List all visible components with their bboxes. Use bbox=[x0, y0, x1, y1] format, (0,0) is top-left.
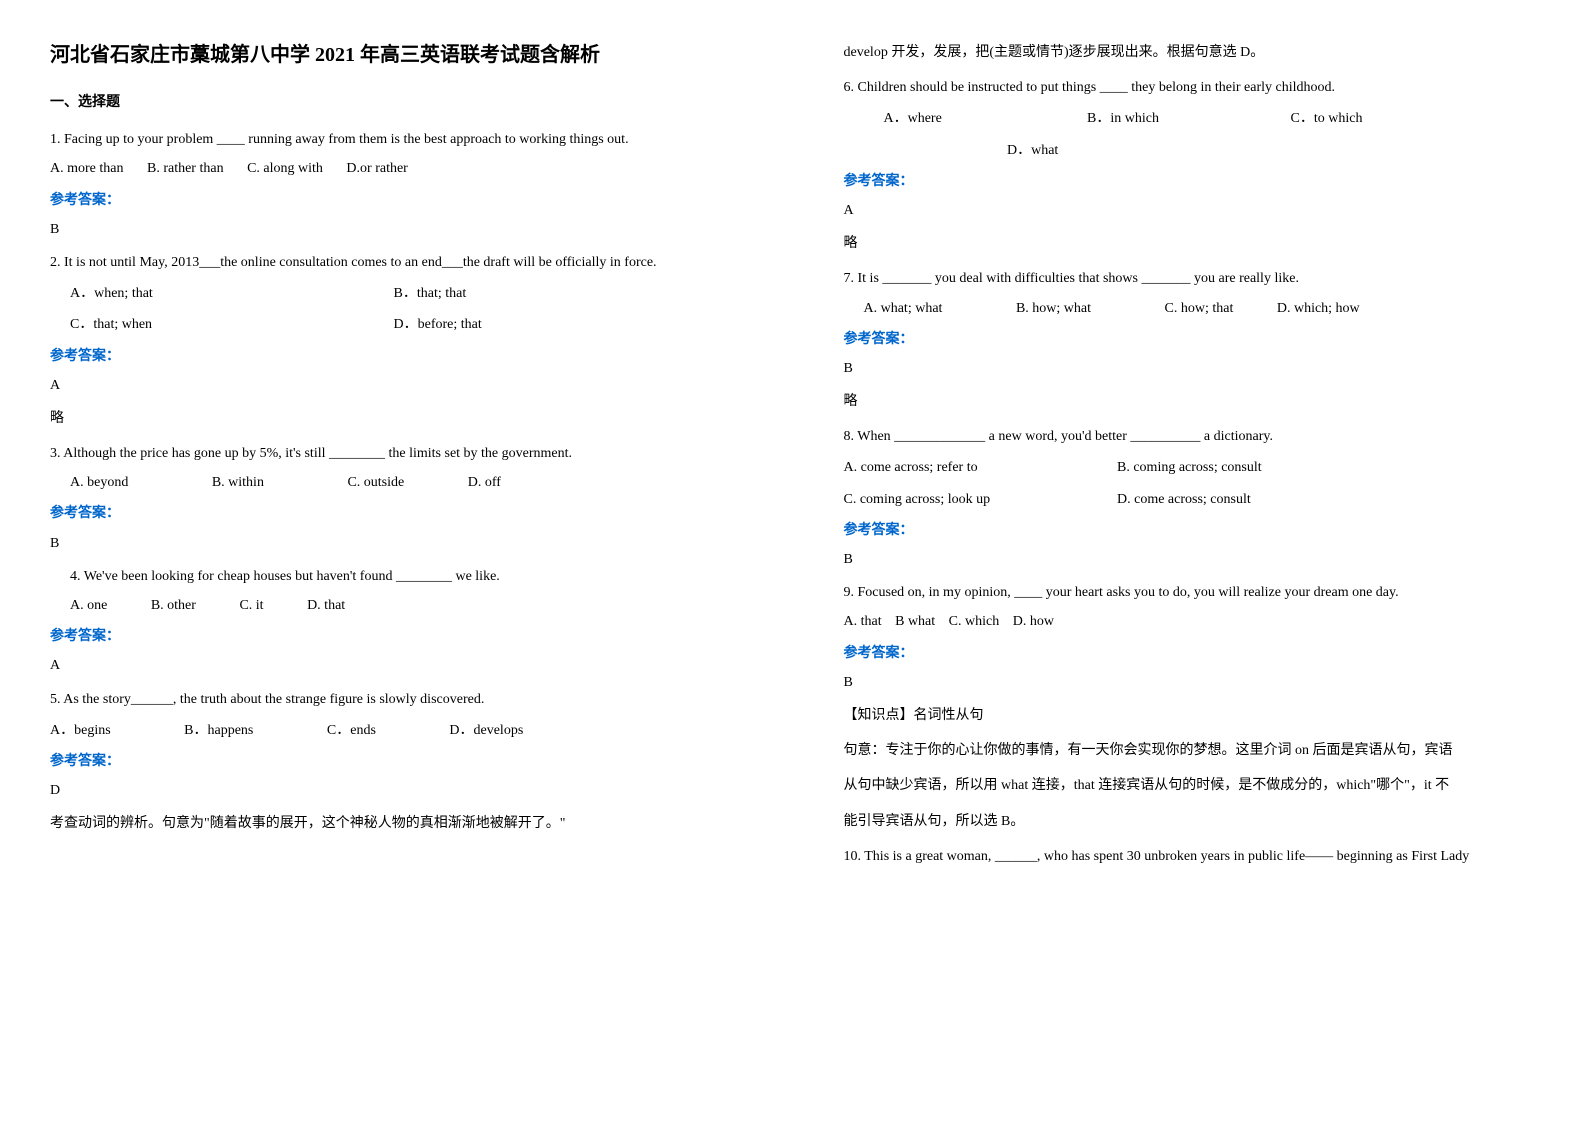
question-4: 4. We've been looking for cheap houses b… bbox=[50, 564, 744, 679]
q7-note: 略 bbox=[844, 389, 1538, 414]
q4-text: 4. We've been looking for cheap houses b… bbox=[50, 564, 744, 589]
question-8: 8. When _____________ a new word, you'd … bbox=[844, 424, 1538, 572]
q5-answer-label: 参考答案： bbox=[50, 749, 744, 774]
q8-opt-b: B. coming across; consult bbox=[1117, 455, 1262, 480]
q8-opt-d: D. come across; consult bbox=[1117, 487, 1251, 512]
q6-options-row2: D．what bbox=[844, 138, 1538, 163]
q3-opt-d: D. off bbox=[468, 470, 501, 495]
q6-opt-b: B．in which bbox=[1087, 106, 1267, 131]
q2-options-row1: A．when; that B．that; that bbox=[50, 281, 744, 306]
question-6: 6. Children should be instructed to put … bbox=[844, 75, 1538, 256]
q8-answer: B bbox=[844, 547, 1538, 572]
q9-explain1: 句意：专注于你的心让你做的事情，有一天你会实现你的梦想。这里介词 on 后面是宾… bbox=[844, 738, 1538, 763]
question-10: 10. This is a great woman, ______, who h… bbox=[844, 844, 1538, 869]
q7-text: 7. It is _______ you deal with difficult… bbox=[844, 266, 1538, 291]
q4-opt-b: B. other bbox=[151, 593, 196, 618]
q1-opt-d: D.or rather bbox=[346, 156, 407, 181]
q4-opt-d: D. that bbox=[307, 593, 345, 618]
section-heading: 一、选择题 bbox=[50, 90, 744, 115]
q6-text: 6. Children should be instructed to put … bbox=[844, 75, 1538, 100]
q7-answer: B bbox=[844, 356, 1538, 381]
q8-text: 8. When _____________ a new word, you'd … bbox=[844, 424, 1538, 449]
q7-opt-a: A. what; what bbox=[864, 296, 943, 321]
q3-answer: B bbox=[50, 531, 744, 556]
q9-text: 9. Focused on, in my opinion, ____ your … bbox=[844, 580, 1538, 605]
q1-opt-b: B. rather than bbox=[147, 156, 224, 181]
q7-opt-b: B. how; what bbox=[1016, 296, 1091, 321]
q1-opt-c: C. along with bbox=[247, 156, 323, 181]
q6-opt-d: D．what bbox=[1007, 138, 1058, 163]
q2-answer: A bbox=[50, 373, 744, 398]
q2-text: 2. It is not until May, 2013___the onlin… bbox=[50, 250, 744, 275]
q9-answer: B bbox=[844, 670, 1538, 695]
q1-answer-label: 参考答案： bbox=[50, 188, 744, 213]
question-3: 3. Although the price has gone up by 5%,… bbox=[50, 441, 744, 556]
q9-explain3: 能引导宾语从句，所以选 B。 bbox=[844, 809, 1538, 834]
q9-opt-d: D. how bbox=[1013, 609, 1054, 634]
q6-options: A．where B．in which C．to which bbox=[844, 106, 1538, 131]
q9-options: A. that B what C. which D. how bbox=[844, 609, 1538, 634]
q3-opt-b: B. within bbox=[212, 470, 264, 495]
q10-text: 10. This is a great woman, ______, who h… bbox=[844, 844, 1538, 869]
q7-opt-c: C. how; that bbox=[1165, 296, 1234, 321]
question-5: 5. As the story______, the truth about t… bbox=[50, 687, 744, 837]
q5-answer: D bbox=[50, 778, 744, 803]
q5-opt-c: C．ends bbox=[327, 718, 376, 743]
q6-answer: A bbox=[844, 198, 1538, 223]
q7-opt-d: D. which; how bbox=[1277, 296, 1360, 321]
q4-answer-label: 参考答案： bbox=[50, 624, 744, 649]
q9-knowledge: 【知识点】名词性从句 bbox=[844, 703, 1538, 728]
q1-text: 1. Facing up to your problem ____ runnin… bbox=[50, 127, 744, 152]
q3-opt-a: A. beyond bbox=[70, 470, 128, 495]
q2-opt-b: B．that; that bbox=[394, 281, 467, 306]
q2-opt-a: A．when; that bbox=[70, 281, 370, 306]
q6-note: 略 bbox=[844, 231, 1538, 256]
question-7: 7. It is _______ you deal with difficult… bbox=[844, 266, 1538, 414]
q5-text: 5. As the story______, the truth about t… bbox=[50, 687, 744, 712]
page-title: 河北省石家庄市藁城第八中学 2021 年高三英语联考试题含解析 bbox=[50, 40, 744, 70]
q9-opt-a: A. that bbox=[844, 609, 882, 634]
q9-opt-c: C. which bbox=[949, 609, 1000, 634]
q5-opt-b: B．happens bbox=[184, 718, 253, 743]
q1-opt-a: A. more than bbox=[50, 156, 123, 181]
q3-opt-c: C. outside bbox=[347, 470, 404, 495]
q6-opt-c: C．to which bbox=[1291, 106, 1363, 131]
q7-answer-label: 参考答案： bbox=[844, 327, 1538, 352]
q7-options: A. what; what B. how; what C. how; that … bbox=[844, 296, 1538, 321]
q2-note: 略 bbox=[50, 406, 744, 431]
q3-answer-label: 参考答案： bbox=[50, 501, 744, 526]
q5-opt-d: D．develops bbox=[449, 718, 523, 743]
q5-explain: 考查动词的辨析。句意为"随着故事的展开，这个神秘人物的真相渐渐地被解开了。" bbox=[50, 811, 744, 836]
right-top-continuation: develop 开发，发展，把(主题或情节)逐步展现出来。根据句意选 D。 bbox=[844, 40, 1538, 65]
q4-options: A. one B. other C. it D. that bbox=[50, 593, 744, 618]
q8-options-row1: A. come across; refer to B. coming acros… bbox=[844, 455, 1538, 480]
q6-answer-label: 参考答案： bbox=[844, 169, 1538, 194]
q6-opt-a: A．where bbox=[884, 106, 1064, 131]
q8-options-row2: C. coming across; look up D. come across… bbox=[844, 487, 1538, 512]
q1-answer: B bbox=[50, 217, 744, 242]
q5-opt-a: A．begins bbox=[50, 718, 111, 743]
q5-options: A．begins B．happens C．ends D．develops bbox=[50, 718, 744, 743]
q9-explain2: 从句中缺少宾语，所以用 what 连接，that 连接宾语从句的时候，是不做成分… bbox=[844, 773, 1538, 798]
question-9: 9. Focused on, in my opinion, ____ your … bbox=[844, 580, 1538, 834]
q4-opt-a: A. one bbox=[70, 593, 107, 618]
q4-opt-c: C. it bbox=[239, 593, 263, 618]
q9-opt-b: B what bbox=[895, 609, 935, 634]
q2-answer-label: 参考答案： bbox=[50, 344, 744, 369]
q8-answer-label: 参考答案： bbox=[844, 518, 1538, 543]
q1-options: A. more than B. rather than C. along wit… bbox=[50, 156, 744, 181]
question-1: 1. Facing up to your problem ____ runnin… bbox=[50, 127, 744, 242]
q2-opt-c: C．that; when bbox=[70, 312, 370, 337]
q8-opt-c: C. coming across; look up bbox=[844, 487, 1094, 512]
q2-opt-d: D．before; that bbox=[394, 312, 482, 337]
q3-text: 3. Although the price has gone up by 5%,… bbox=[50, 441, 744, 466]
q3-options: A. beyond B. within C. outside D. off bbox=[50, 470, 744, 495]
q8-opt-a: A. come across; refer to bbox=[844, 455, 1094, 480]
q9-answer-label: 参考答案： bbox=[844, 641, 1538, 666]
q4-answer: A bbox=[50, 653, 744, 678]
question-2: 2. It is not until May, 2013___the onlin… bbox=[50, 250, 744, 431]
q2-options-row2: C．that; when D．before; that bbox=[50, 312, 744, 337]
